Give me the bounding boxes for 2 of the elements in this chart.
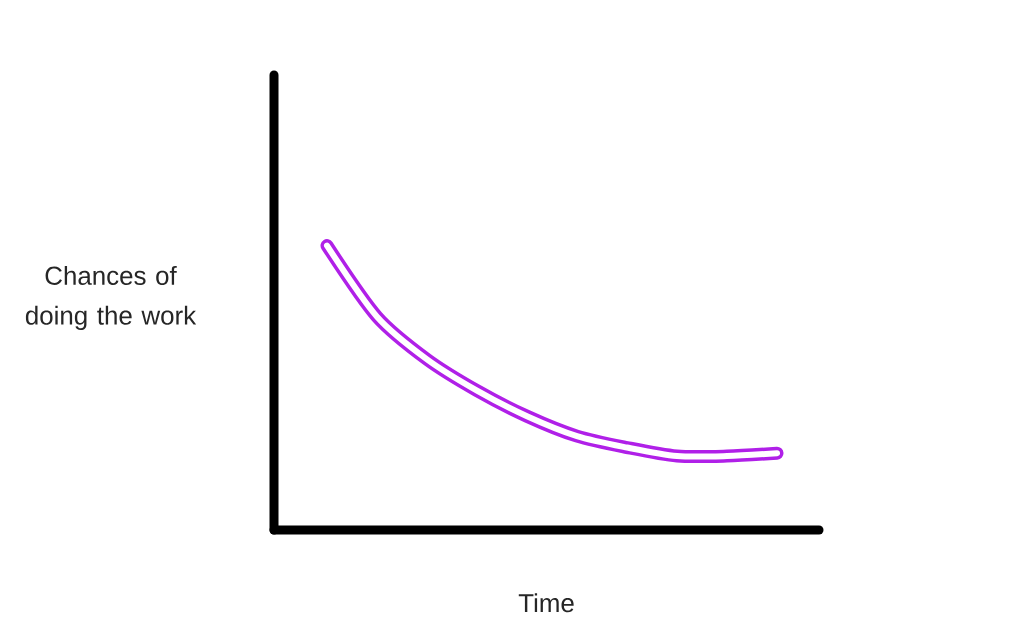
x-axis-title: Time <box>518 593 574 613</box>
y-axis-title: Chances of doing the work <box>25 265 197 330</box>
